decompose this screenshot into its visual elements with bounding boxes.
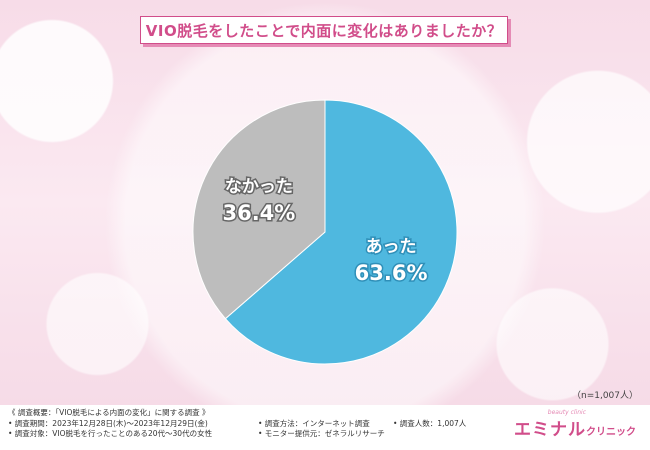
slice-label-yes: あった (366, 237, 417, 257)
survey-target: • 調査対象：VIO脱毛を行ったことのある20代～30代の女性 (8, 429, 213, 438)
clinic-logo: beauty clinic エミナルクリニック (514, 409, 636, 440)
slice-label-no: なかった (225, 177, 293, 197)
pie-slice-yes (224, 99, 458, 365)
survey-period: • 調査期間：2023年12月28日(木)～2023年12月29日(金) (8, 418, 208, 428)
logo-tagline: beauty clinic (547, 409, 586, 416)
survey-provider: • モニター提供元：ゼネラルリサーチ (258, 429, 385, 438)
pie-slice-no (192, 99, 326, 320)
logo-main: エミナル (514, 420, 586, 440)
survey-info-middle: • 調査方法：インターネット調査 • モニター提供元：ゼネラルリサーチ (258, 419, 385, 440)
sample-size-note: （n=1,007人） (571, 391, 638, 401)
slice-value-yes: 63.6% (355, 261, 428, 285)
survey-method: • 調査方法：インターネット調査 (258, 418, 370, 428)
logo-sub: クリニック (586, 427, 636, 438)
footer: 《 調査概要：「VIO脱毛による内面の変化」に関する調査 》 • 調査期間：20… (0, 405, 650, 450)
slice-value-no: 36.4% (222, 201, 295, 225)
survey-count: • 調査人数：1,007人 (393, 418, 467, 428)
survey-info-right: • 調査人数：1,007人 (393, 419, 466, 430)
survey-info-left: 《 調査概要：「VIO脱毛による内面の変化」に関する調査 》 • 調査期間：20… (8, 408, 212, 440)
survey-summary: 《 調査概要：「VIO脱毛による内面の変化」に関する調査 》 (8, 408, 210, 417)
pie-chart: あった 63.6% なかった 36.4% (192, 99, 458, 365)
chart-title: VIO脱毛をしたことで内面に変化はありましたか？ (140, 16, 508, 44)
